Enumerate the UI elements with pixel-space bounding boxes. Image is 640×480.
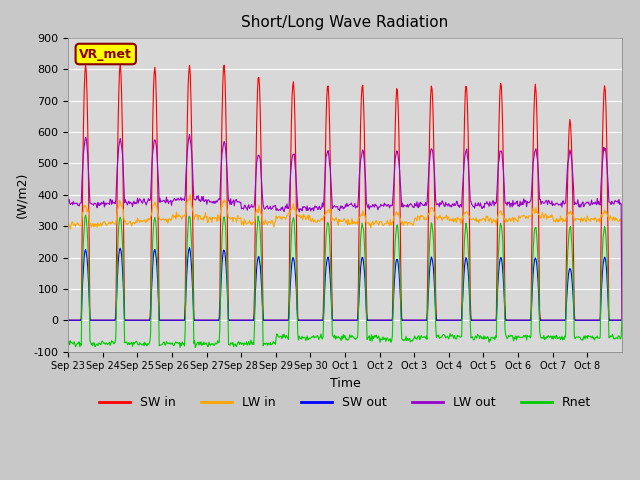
SW in xyxy=(130,317,138,323)
Title: Short/Long Wave Radiation: Short/Long Wave Radiation xyxy=(241,15,449,30)
LW in xyxy=(618,317,626,323)
SW out xyxy=(259,317,267,323)
SW in xyxy=(618,317,626,323)
LW out xyxy=(232,197,239,203)
SW out xyxy=(129,317,137,323)
SW in xyxy=(259,317,267,323)
Rnet xyxy=(176,345,184,350)
LW in xyxy=(129,220,137,226)
Line: LW out: LW out xyxy=(68,134,622,320)
LW in xyxy=(280,214,288,220)
LW out xyxy=(186,132,193,137)
SW out xyxy=(65,317,72,323)
LW out xyxy=(129,200,137,206)
LW out xyxy=(403,204,411,210)
LW out xyxy=(434,201,442,206)
SW out xyxy=(403,317,411,323)
LW out xyxy=(259,202,267,207)
Rnet xyxy=(82,212,90,218)
SW in xyxy=(434,317,442,323)
LW out xyxy=(65,198,72,204)
Rnet xyxy=(404,336,412,341)
Line: SW in: SW in xyxy=(68,64,622,320)
LW in xyxy=(186,192,194,198)
Line: Rnet: Rnet xyxy=(68,215,622,348)
LW in xyxy=(434,216,442,222)
X-axis label: Time: Time xyxy=(330,377,360,390)
SW out xyxy=(186,245,193,251)
LW out xyxy=(280,209,288,215)
SW out xyxy=(618,317,626,323)
Rnet xyxy=(618,317,626,323)
LW in xyxy=(232,216,239,221)
SW in xyxy=(403,317,411,323)
Rnet xyxy=(260,341,268,347)
SW in xyxy=(280,317,288,323)
Rnet xyxy=(65,340,72,346)
SW out xyxy=(280,317,288,323)
LW in xyxy=(259,219,267,225)
Rnet xyxy=(435,332,442,338)
SW in xyxy=(232,317,239,323)
Rnet xyxy=(281,334,289,340)
Rnet xyxy=(232,344,240,349)
Line: LW in: LW in xyxy=(68,195,622,320)
SW out xyxy=(232,317,239,323)
LW in xyxy=(403,219,411,225)
Line: SW out: SW out xyxy=(68,248,622,320)
Y-axis label: (W/m2): (W/m2) xyxy=(15,172,28,218)
Text: VR_met: VR_met xyxy=(79,48,132,60)
Rnet xyxy=(130,341,138,347)
Legend: SW in, LW in, SW out, LW out, Rnet: SW in, LW in, SW out, LW out, Rnet xyxy=(94,391,596,414)
LW in xyxy=(65,221,72,227)
LW out xyxy=(618,317,626,323)
SW in xyxy=(116,61,124,67)
SW out xyxy=(434,317,442,323)
SW in xyxy=(65,317,72,323)
